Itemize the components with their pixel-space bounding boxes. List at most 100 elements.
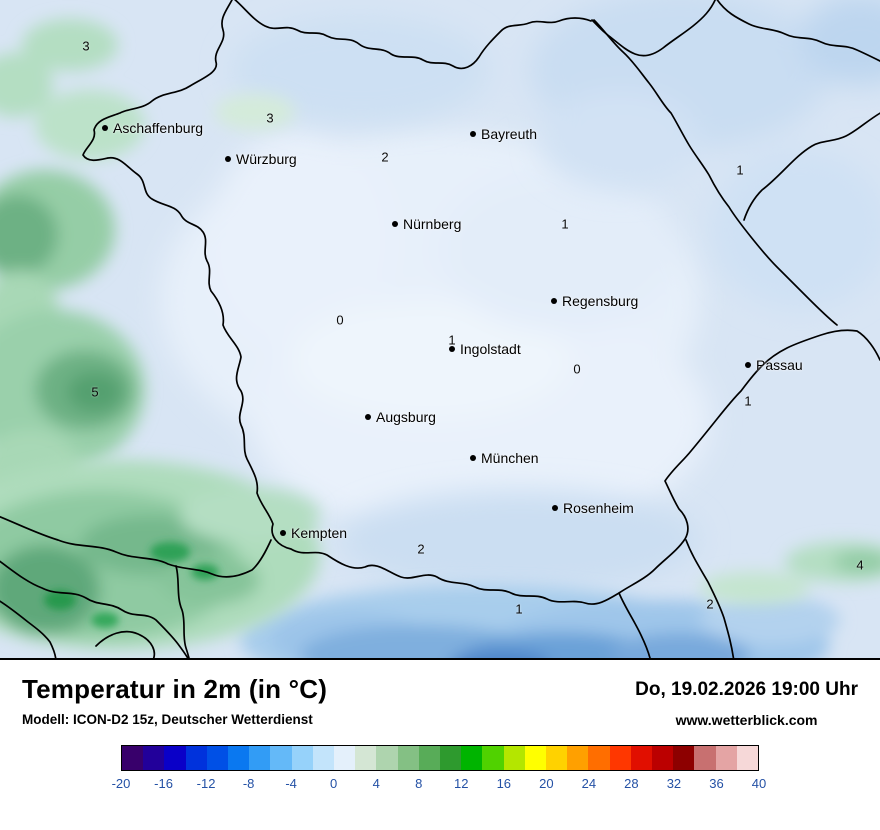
city-label: Regensburg <box>562 293 639 309</box>
colorbar-segment <box>228 746 250 770</box>
city-label: Nürnberg <box>403 216 462 232</box>
map-overlay: Aschaffenburg Würzburg Bayreuth Nürnberg Reg… <box>82 38 864 617</box>
city-marker: Rosenheim <box>552 500 634 516</box>
colorbar-segment <box>673 746 695 770</box>
colorbar-tick: 36 <box>709 776 724 791</box>
colorbar-segment <box>736 746 759 770</box>
city-label: Passau <box>756 357 803 373</box>
colorbar-tick: 4 <box>372 776 380 791</box>
colorbar-segment <box>206 746 229 770</box>
temp-label: 1 <box>515 601 523 617</box>
colorbar-segment <box>609 746 631 770</box>
colorbar-tick: 12 <box>454 776 469 791</box>
colorbar-tick: 8 <box>415 776 423 791</box>
temp-label: 4 <box>856 557 864 573</box>
temp-label: 1 <box>736 162 744 178</box>
colorbar-segment <box>122 746 144 770</box>
map-title: Temperatur in 2m (in °C) <box>22 674 328 704</box>
colorbar-tick: 24 <box>581 776 597 791</box>
colorbar-tick: 0 <box>330 776 338 791</box>
city-dot <box>365 414 371 420</box>
colorbar-tick: -12 <box>196 776 216 791</box>
city-dot <box>470 455 476 461</box>
city-dot <box>449 346 455 352</box>
colorbar-segment <box>524 746 547 770</box>
colorbar-tick: 16 <box>496 776 512 791</box>
city-dot <box>280 530 286 536</box>
city-label: Bayreuth <box>481 126 538 142</box>
city-marker: Nürnberg <box>392 216 461 232</box>
colorbar-segment <box>567 746 589 770</box>
temp-label: 0 <box>336 312 344 328</box>
colorbar-segment <box>143 746 165 770</box>
colorbar-segment <box>652 746 674 770</box>
colorbar-tick: 32 <box>666 776 682 791</box>
city-label: München <box>481 450 539 466</box>
colorbar-segments <box>121 745 759 771</box>
colorbar-tick: -20 <box>111 776 131 791</box>
colorbar-segment <box>185 746 207 770</box>
temp-label: 2 <box>381 149 389 165</box>
colorbar-segment <box>461 746 483 770</box>
city-dot <box>102 125 108 131</box>
city-dot <box>745 362 751 368</box>
forecast-datetime: Do, 19.02.2026 19:00 Uhr <box>635 679 858 700</box>
colorbar-segment <box>334 746 356 770</box>
colorbar-tick: -8 <box>242 776 255 791</box>
colorbar-segment <box>694 746 716 770</box>
city-dot <box>551 298 557 304</box>
city-marker: Kempten <box>280 525 347 541</box>
colorbar-segment <box>715 746 737 770</box>
colorbar-segment <box>630 746 653 770</box>
colorbar-segment <box>482 746 504 770</box>
colorbar-tick: 28 <box>624 776 639 791</box>
temp-label: 2 <box>706 596 714 612</box>
colorbar-segment <box>355 746 377 770</box>
temp-label: 2 <box>417 541 425 557</box>
colorbar-tick: -4 <box>285 776 297 791</box>
colorbar-ticks: -20 -16 -12 -8 -4 0 4 8 12 16 20 24 28 32 36 40 <box>112 776 767 794</box>
colorbar: -20 -16 -12 -8 -4 0 4 8 12 16 20 24 28 32 36 40 <box>112 745 767 794</box>
city-label: Kempten <box>291 525 348 541</box>
city-marker: München <box>470 450 539 466</box>
city-marker: Passau <box>745 357 803 373</box>
temperature-map-svg <box>0 0 880 658</box>
footer: Temperatur in 2m (in °C) Modell: ICON-D2… <box>0 660 880 830</box>
colorbar-segment <box>376 746 398 770</box>
colorbar-segment <box>249 746 271 770</box>
city-dot <box>470 131 476 137</box>
temp-label: 5 <box>91 384 99 400</box>
temp-label: 3 <box>82 38 90 54</box>
city-dot <box>552 505 558 511</box>
colorbar-segment <box>418 746 441 770</box>
city-marker: Bayreuth <box>470 126 537 142</box>
border-lines <box>0 0 880 658</box>
city-marker: Regensburg <box>551 293 638 309</box>
website-url: www.wetterblick.com <box>675 712 818 728</box>
colorbar-tick: 40 <box>751 776 767 791</box>
city-label: Ingolstadt <box>460 341 521 357</box>
colorbar-segment <box>291 746 313 770</box>
temp-label: 3 <box>266 110 274 126</box>
city-label: Würzburg <box>236 151 297 167</box>
city-marker: Ingolstadt <box>449 341 521 357</box>
city-marker: Aschaffenburg <box>102 120 203 136</box>
colorbar-segment <box>588 746 610 770</box>
model-info: Modell: ICON-D2 15z, Deutscher Wetterdie… <box>22 712 313 727</box>
city-label: Augsburg <box>376 409 436 425</box>
colorbar-segment <box>164 746 186 770</box>
city-dot <box>225 156 231 162</box>
colorbar-tick: 20 <box>539 776 554 791</box>
colorbar-segment <box>440 746 462 770</box>
colorbar-segment <box>503 746 525 770</box>
colorbar-segment <box>312 746 335 770</box>
colorbar-segment <box>397 746 419 770</box>
colorbar-tick: -16 <box>154 776 173 791</box>
city-marker: Augsburg <box>365 409 436 425</box>
city-marker: Würzburg <box>225 151 297 167</box>
city-dot <box>392 221 398 227</box>
temp-label: 1 <box>448 332 456 348</box>
city-label: Rosenheim <box>563 500 634 516</box>
weather-map: Aschaffenburg Würzburg Bayreuth Nürnberg Reg… <box>0 0 880 660</box>
temp-label: 1 <box>744 393 752 409</box>
